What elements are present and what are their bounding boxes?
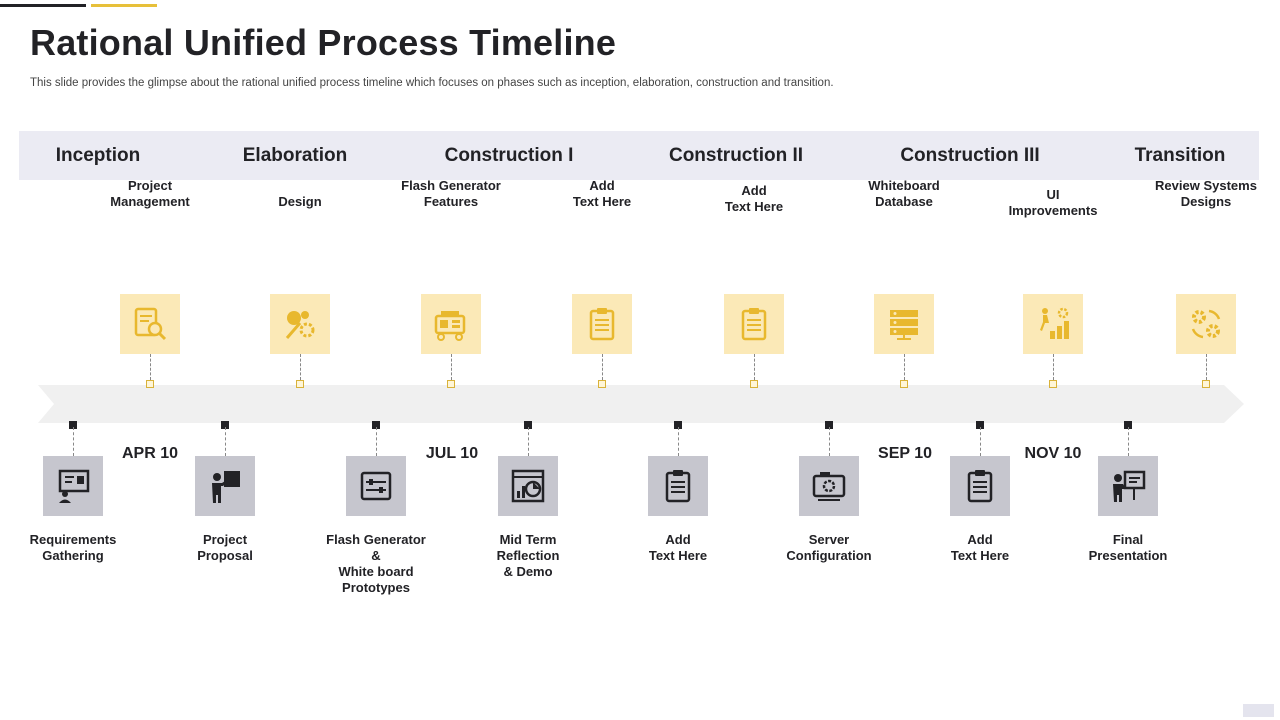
connector-line bbox=[376, 427, 377, 456]
presenter-board-icon bbox=[1113, 470, 1146, 502]
analytics-report-icon bbox=[511, 469, 545, 503]
page-title: Rational Unified Process Timeline bbox=[30, 22, 617, 63]
connector-line bbox=[678, 427, 679, 456]
date-label: SEP 10 bbox=[878, 445, 932, 462]
network-device-icon bbox=[812, 472, 846, 501]
connector-line bbox=[528, 427, 529, 456]
milestone-label: Flash Generator Features bbox=[401, 178, 501, 209]
timeline-marker bbox=[146, 380, 154, 388]
date-label: JUL 10 bbox=[425, 445, 479, 462]
connector-line bbox=[904, 354, 905, 380]
server-database-icon bbox=[890, 310, 918, 340]
milestone-icon-box bbox=[120, 294, 180, 354]
timeline-marker bbox=[750, 380, 758, 388]
phase-inception: Inception bbox=[55, 145, 141, 166]
milestone-label: UI Improvements bbox=[1008, 187, 1098, 218]
milestone-icon-box bbox=[1176, 294, 1236, 354]
connector-line bbox=[225, 427, 226, 456]
milestone-label: Project Proposal bbox=[197, 532, 253, 563]
connector-line bbox=[150, 354, 151, 380]
milestone-label: Mid Term Reflection & Demo bbox=[496, 532, 560, 579]
phase-construction-1: Construction I bbox=[444, 145, 574, 166]
phase-elaboration: Elaboration bbox=[242, 145, 348, 166]
clipboard-icon bbox=[741, 308, 767, 341]
milestone-label: Review Systems Designs bbox=[1155, 178, 1257, 209]
milestone-icon-box bbox=[1023, 294, 1083, 354]
connector-line bbox=[1206, 354, 1207, 380]
milestone-label: Add Text Here bbox=[648, 532, 708, 563]
timeline-marker bbox=[296, 380, 304, 388]
top-accent-bar-dark bbox=[0, 4, 86, 7]
connector-line bbox=[754, 354, 755, 380]
milestone-label: Flash Generator & White board Prototypes bbox=[326, 532, 426, 595]
milestone-icon-box bbox=[799, 456, 859, 516]
connector-line bbox=[451, 354, 452, 380]
connector-line bbox=[73, 427, 74, 456]
milestone-label: Add Text Here bbox=[950, 532, 1010, 563]
milestone-icon-box bbox=[498, 456, 558, 516]
milestone-icon-box bbox=[1098, 456, 1158, 516]
presentation-board-icon bbox=[58, 469, 90, 503]
connector-line bbox=[300, 354, 301, 380]
design-tools-icon bbox=[285, 311, 315, 339]
milestone-icon-box bbox=[270, 294, 330, 354]
milestone-icon-box bbox=[346, 456, 406, 516]
connector-line bbox=[1128, 427, 1129, 456]
date-label: APR 10 bbox=[121, 445, 179, 462]
connector-line bbox=[1053, 354, 1054, 380]
timeline-marker bbox=[1202, 380, 1210, 388]
control-panel-icon bbox=[360, 471, 392, 501]
slide-corner-tab bbox=[1243, 704, 1274, 717]
presenter-icon bbox=[212, 471, 240, 503]
gears-cycle-icon bbox=[1191, 309, 1221, 339]
document-search-icon bbox=[134, 307, 167, 341]
milestone-label: Final Presentation bbox=[1088, 532, 1168, 563]
clipboard-icon bbox=[589, 308, 615, 341]
milestone-icon-box bbox=[950, 456, 1010, 516]
timeline-marker bbox=[900, 380, 908, 388]
timeline-marker bbox=[1049, 380, 1057, 388]
milestone-icon-box bbox=[572, 294, 632, 354]
milestone-label: Design bbox=[278, 194, 322, 209]
growth-stairs-icon bbox=[1040, 307, 1069, 339]
milestone-icon-box bbox=[724, 294, 784, 354]
phase-transition: Transition bbox=[1134, 145, 1226, 166]
connector-line bbox=[980, 427, 981, 456]
connector-line bbox=[602, 354, 603, 380]
timeline-marker bbox=[598, 380, 606, 388]
clipboard-icon bbox=[967, 470, 993, 503]
generator-icon bbox=[434, 311, 466, 341]
milestone-label: Add Text Here bbox=[572, 178, 632, 209]
milestone-icon-box bbox=[648, 456, 708, 516]
milestone-icon-box bbox=[43, 456, 103, 516]
milestone-label: Server Configuration bbox=[786, 532, 872, 563]
phase-band: Inception Elaboration Construction I Con… bbox=[19, 131, 1259, 180]
milestone-label: Add Text Here bbox=[724, 183, 784, 214]
timeline-axis bbox=[38, 385, 1244, 423]
top-accent-bar-gold bbox=[91, 4, 157, 7]
phase-construction-2: Construction II bbox=[668, 145, 804, 166]
clipboard-icon bbox=[665, 470, 691, 503]
timeline-marker bbox=[447, 380, 455, 388]
date-label: NOV 10 bbox=[1024, 445, 1082, 462]
page-subtitle: This slide provides the glimpse about th… bbox=[30, 77, 834, 89]
milestone-icon-box bbox=[874, 294, 934, 354]
milestone-label: Project Management bbox=[110, 178, 190, 209]
milestone-icon-box bbox=[195, 456, 255, 516]
milestone-label: Requirements Gathering bbox=[29, 532, 117, 563]
milestone-icon-box bbox=[421, 294, 481, 354]
phase-construction-3: Construction III bbox=[900, 145, 1040, 166]
connector-line bbox=[829, 427, 830, 456]
milestone-label: Whiteboard Database bbox=[868, 178, 940, 209]
